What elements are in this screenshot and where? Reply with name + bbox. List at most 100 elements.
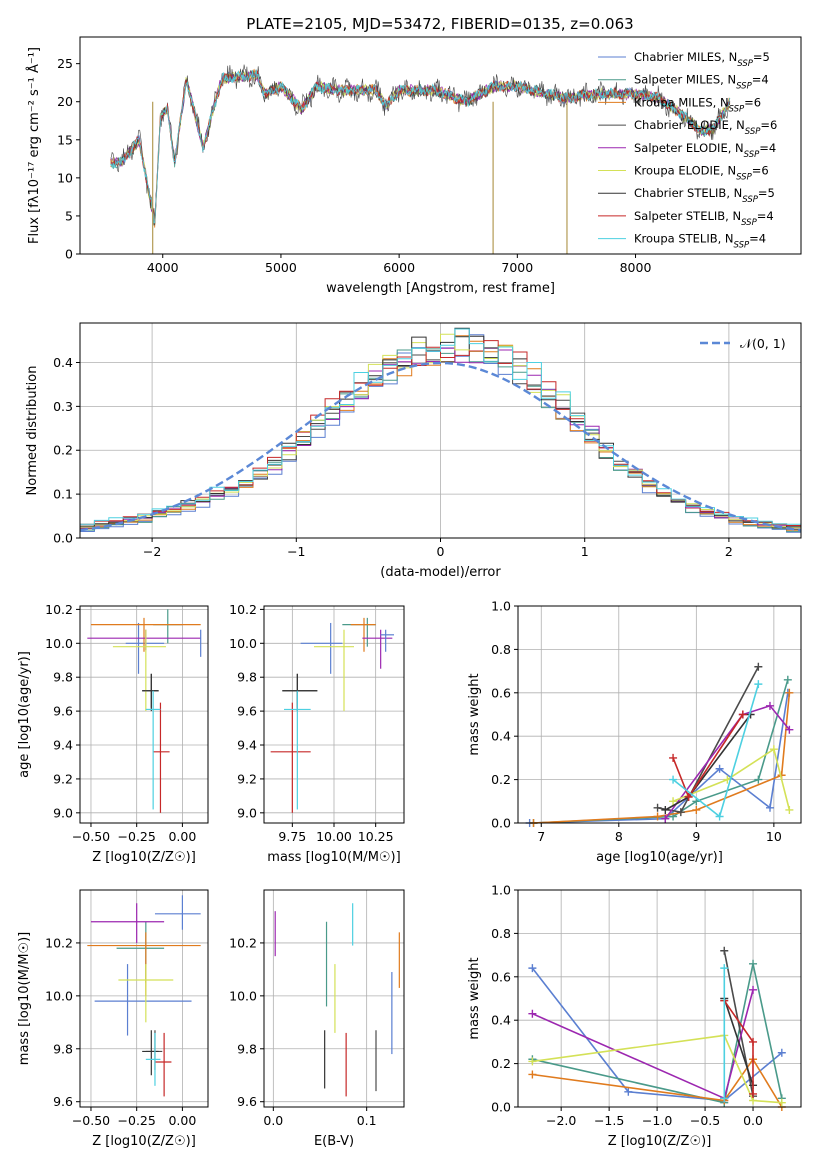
y-tick-label: 9.0 <box>53 805 73 820</box>
x-axis-label: (data-model)/error <box>380 565 501 580</box>
spectrum-legend: Chabrier MILES, NSSP=5 Salpeter MILES, NS… <box>598 50 777 251</box>
y-tick-label: 0.6 <box>491 969 511 984</box>
x-tick-label: 7000 <box>501 260 533 275</box>
x-axis-label: wavelength [Angstrom, rest frame] <box>326 281 555 296</box>
y-tick-label: 10.0 <box>45 988 73 1003</box>
y-tick-label: 15 <box>57 132 73 147</box>
y-tick-label: 9.8 <box>237 670 257 685</box>
y-tick-label: 0.0 <box>491 816 511 831</box>
plot-area-weight_vs_Z <box>528 946 786 1111</box>
x-tick-label: −0.50 <box>72 1113 110 1128</box>
normal-curve <box>79 361 802 532</box>
weight-line <box>533 679 789 824</box>
axes-frame <box>517 605 802 824</box>
y-tick-label: 10.0 <box>45 636 73 651</box>
weight-line <box>532 1057 783 1108</box>
x-axis-label: Z [log10(Z/Z☉)] <box>608 1134 712 1149</box>
x-tick-label: 8000 <box>620 260 652 275</box>
axes-frame <box>263 889 405 1108</box>
y-tick-label: 9.8 <box>53 1041 73 1056</box>
weight-line <box>664 704 791 820</box>
plot-area-weight_vs_age <box>525 662 794 827</box>
legend-entry: Kroupa ELODIE, NSSP=6 <box>634 164 769 183</box>
y-tick-label: 10.0 <box>229 636 257 651</box>
x-tick-label: −0.5 <box>690 1113 720 1128</box>
weight-marker <box>669 753 678 762</box>
y-tick-label: 9.2 <box>53 771 73 786</box>
x-tick-label: 0.0 <box>263 1113 283 1128</box>
weight-marker <box>692 805 701 814</box>
x-tick-label: 9.75 <box>278 829 306 844</box>
weight-marker <box>754 680 763 689</box>
y-tick-label: 10.2 <box>229 602 257 617</box>
weight-line <box>672 714 744 799</box>
x-tick-label: 2 <box>725 544 733 559</box>
x-tick-label: 6000 <box>383 260 415 275</box>
y-tick-label: 1.0 <box>491 599 511 614</box>
plot-area-age_vs_Z <box>87 609 202 813</box>
spectrum-line <box>110 69 731 224</box>
y-axis-label: mass [log10(M/M☉)] <box>17 932 32 1065</box>
histogram-step <box>80 340 801 526</box>
y-tick-label: 25 <box>57 56 73 71</box>
x-tick-label: 9 <box>692 829 700 844</box>
y-tick-label: 0.8 <box>491 926 511 941</box>
panel-spectrum: 4000 5000 6000 7000 8000 0 5 10 15 20 25 wavelength… <box>26 36 802 296</box>
y-tick-label: 9.4 <box>53 738 73 753</box>
weight-marker <box>720 964 729 973</box>
weight-marker <box>624 1087 633 1096</box>
y-tick-label: 0.0 <box>53 531 73 546</box>
y-tick-label: 0.3 <box>53 399 73 414</box>
y-tick-label: 9.2 <box>237 771 257 786</box>
weight-marker <box>669 775 678 784</box>
weight-marker <box>653 803 662 812</box>
x-tick-label: 5000 <box>265 260 297 275</box>
x-tick-label: 8 <box>615 829 623 844</box>
weight-marker <box>684 792 693 801</box>
weight-marker <box>661 814 670 823</box>
weight-marker <box>765 701 774 710</box>
y-tick-label: 10.0 <box>229 988 257 1003</box>
weight-marker <box>528 964 537 973</box>
y-tick-label: 0.2 <box>491 772 511 787</box>
weight-marker <box>528 1070 537 1079</box>
y-tick-label: 0.2 <box>491 1056 511 1071</box>
x-axis-label: Z [log10(Z/Z☉)] <box>92 1134 196 1149</box>
weight-line <box>672 747 791 811</box>
panel-age_vs_mass: 9.75 10.00 10.25 9.0 9.2 9.4 9.6 9.8 10.0 10.2 mas… <box>229 602 405 865</box>
y-tick-label: 10 <box>57 170 73 185</box>
weight-marker <box>785 688 794 697</box>
axes-frame <box>517 889 802 1108</box>
axes-frame <box>79 36 802 255</box>
x-tick-label: −0.25 <box>118 829 156 844</box>
plot-area-mass_vs_ebv <box>274 903 400 1097</box>
x-tick-label: 0.00 <box>168 1113 196 1128</box>
legend-entry: Salpeter ELODIE, NSSP=4 <box>634 141 776 160</box>
weight-marker <box>765 803 774 812</box>
x-tick-label: −1.0 <box>642 1113 672 1128</box>
figure-title: PLATE=2105, MJD=53472, FIBERID=0135, z=0… <box>246 15 633 33</box>
y-tick-label: 0.6 <box>491 685 511 700</box>
weight-marker <box>676 808 685 817</box>
weight-marker <box>777 1098 786 1107</box>
x-tick-label: 1 <box>581 544 589 559</box>
x-tick-label: −1.5 <box>594 1113 624 1128</box>
weight-marker <box>715 764 724 773</box>
y-tick-label: 9.6 <box>53 704 73 719</box>
y-tick-label: 20 <box>57 94 73 109</box>
weight-marker <box>783 675 792 684</box>
weight-marker <box>720 1094 729 1103</box>
plot-area-mass_vs_Z <box>87 895 201 1097</box>
x-tick-label: 0.00 <box>168 829 196 844</box>
x-tick-label: 0.0 <box>743 1113 763 1128</box>
y-tick-label: 0.8 <box>491 642 511 657</box>
y-tick-label: 1.0 <box>491 883 511 898</box>
x-axis-label: mass [log10(M/M☉)] <box>267 850 400 865</box>
y-tick-label: 0.2 <box>53 443 73 458</box>
x-tick-label: −2.0 <box>546 1113 576 1128</box>
x-tick-label: −0.25 <box>118 1113 156 1128</box>
x-tick-label: −1 <box>287 544 305 559</box>
weight-marker <box>749 985 758 994</box>
legend-entry: 𝒩(0, 1) <box>740 336 786 351</box>
